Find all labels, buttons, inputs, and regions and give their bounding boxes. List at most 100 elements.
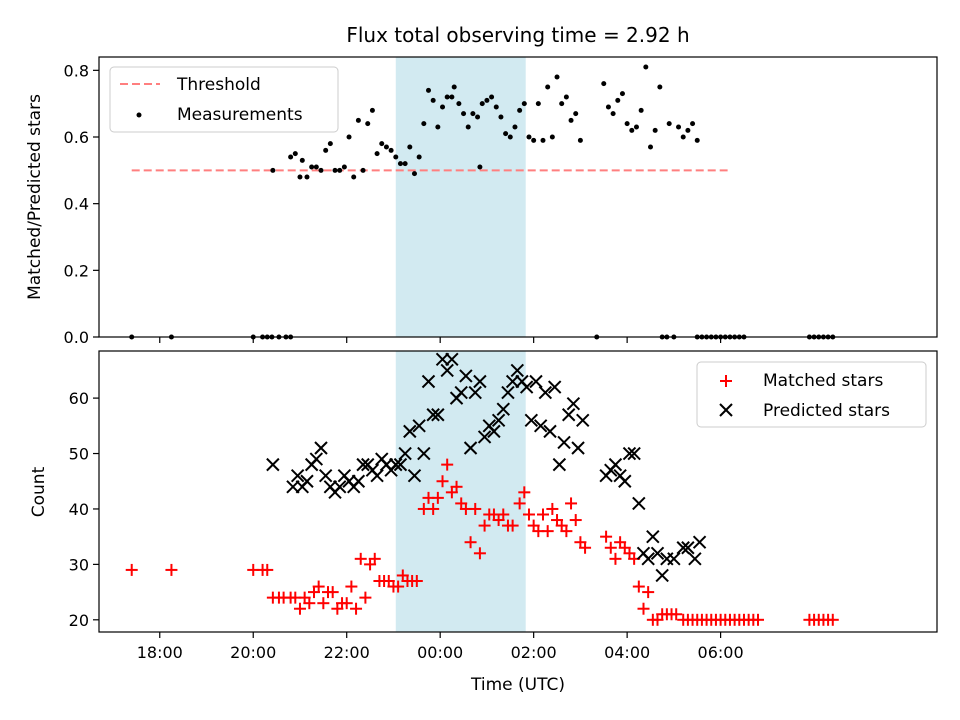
matched-star-point: [637, 602, 650, 615]
predicted-star-point: [510, 363, 525, 378]
measurement-point: [666, 121, 672, 127]
measurement-point: [633, 124, 639, 130]
matched-star-point: [340, 597, 353, 610]
matched-star-point: [165, 563, 178, 576]
predicted-star-point: [393, 457, 408, 472]
predicted-star-point: [445, 352, 459, 367]
matched-star-point: [632, 580, 645, 593]
matched-star-point: [642, 586, 655, 599]
measurement-point: [304, 174, 310, 180]
matched-legend-marker: [720, 375, 732, 387]
measurement-point: [341, 164, 347, 170]
y-tick-label: 0.0: [64, 328, 89, 347]
matched-star-point: [354, 552, 367, 565]
predicted-star-point: [454, 385, 468, 400]
predicted-star-point: [370, 468, 384, 483]
predicted-star-point: [403, 424, 417, 439]
y-tick-label: 0.2: [64, 261, 89, 280]
measurement-point: [619, 91, 625, 97]
measurement-point: [694, 137, 700, 143]
measurement-point: [456, 101, 462, 107]
measurement-point: [498, 114, 504, 120]
matched-star-point: [506, 519, 519, 532]
top-legend-box: [109, 66, 339, 133]
measurement-point: [379, 141, 385, 147]
bottom-axes-frame: [98, 350, 938, 633]
predicted-star-point: [496, 402, 510, 416]
y-tick-label: 20: [69, 611, 89, 630]
matched-star-point: [293, 602, 306, 615]
bottom-y-axis-label: Count: [29, 466, 49, 517]
y-tick-label: 40: [69, 500, 89, 519]
predicted-star-point: [351, 474, 366, 488]
measurement-point: [461, 111, 467, 117]
y-tick-label: 50: [69, 445, 89, 464]
measurement-point: [648, 144, 654, 150]
threshold-legend-label: Threshold: [176, 75, 261, 95]
predicted-legend-marker: [719, 403, 733, 417]
predicted-star-point: [547, 380, 562, 394]
matched-star-point: [518, 486, 531, 499]
matched-star-point: [261, 563, 274, 576]
matched-star-point: [125, 563, 138, 576]
bottom-legend: Matched stars Predicted stars: [696, 361, 927, 428]
matched-legend-label: Matched stars: [763, 371, 883, 391]
measurement-point: [407, 144, 413, 150]
matched-star-point: [541, 525, 554, 538]
measurement-point: [526, 134, 532, 140]
measurement-point: [690, 121, 696, 127]
measurement-point: [388, 147, 394, 153]
predicted-star-point: [557, 435, 571, 450]
measurement-point: [327, 141, 333, 147]
measurement-point: [411, 171, 417, 177]
x-axis-label: Time (UTC): [470, 675, 565, 695]
x-tick-label: 20:00: [230, 643, 276, 662]
predicted-star-point: [412, 419, 426, 433]
matched-star-point: [427, 502, 440, 515]
measurement-point: [332, 167, 338, 173]
measurement-point: [369, 107, 375, 113]
predicted-star-point: [632, 496, 646, 511]
predicted-star-point: [692, 535, 707, 549]
predicted-star-point: [576, 413, 590, 427]
measurement-point: [685, 127, 691, 133]
predicted-star-point: [667, 552, 681, 566]
matched-star-point: [450, 480, 463, 493]
matched-star-point: [473, 547, 486, 560]
measurement-point: [416, 154, 422, 160]
bottom-y-ticks: 20 30 40 50 60: [69, 389, 99, 630]
measurements-legend-marker: [136, 112, 142, 118]
predicted-star-point: [543, 424, 557, 439]
predicted-star-point: [571, 441, 585, 455]
predicted-star-point: [290, 468, 305, 483]
top-y-axis-label: Matched/Predicted stars: [25, 94, 45, 300]
measurement-point: [531, 137, 537, 143]
predicted-star-point: [318, 468, 333, 483]
y-tick-label: 0.8: [64, 61, 89, 80]
measurement-point: [470, 111, 476, 117]
predicted-star-point: [501, 385, 515, 400]
predicted-star-point: [300, 474, 314, 488]
predicted-star-point: [491, 413, 506, 427]
measurement-point: [313, 164, 319, 170]
measurement-point: [435, 124, 441, 130]
matched-star-point: [579, 541, 592, 554]
predicted-star-point: [627, 446, 641, 461]
predicted-star-point: [473, 374, 487, 389]
measurement-point: [397, 161, 403, 167]
matched-star-point: [436, 475, 449, 488]
measurement-point: [440, 104, 446, 110]
predicted-star-point: [314, 441, 328, 455]
matched-star-point: [345, 580, 358, 593]
measurement-point: [577, 137, 583, 143]
measurement-point: [545, 84, 551, 90]
measurement-point: [503, 131, 509, 137]
measurement-point: [360, 167, 366, 173]
matched-stars-points: [125, 458, 839, 626]
predicted-star-point: [459, 369, 473, 383]
measurement-point: [318, 167, 324, 173]
measurement-point: [323, 147, 329, 153]
predicted-star-point: [562, 408, 576, 422]
x-tick-label: 04:00: [604, 643, 650, 662]
matched-star-point: [303, 597, 316, 610]
